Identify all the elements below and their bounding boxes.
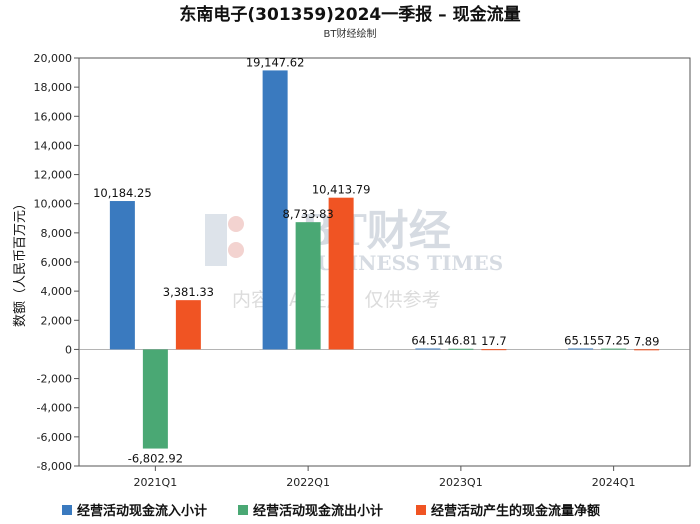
y-tick-label: -8,000 — [37, 460, 72, 473]
watermark-logo-dot — [228, 242, 244, 258]
y-tick-label: 16,000 — [34, 110, 73, 123]
bar — [415, 348, 441, 350]
data-label: 64.51 — [411, 333, 444, 347]
chart-title: 东南电子(301359)2024一季报 – 现金流量 — [179, 4, 520, 25]
y-tick-label: 6,000 — [41, 256, 73, 269]
bar — [328, 197, 354, 350]
x-tick-label: 2024Q1 — [592, 476, 636, 489]
watermark: BT财经 BUSINESS TIMES 内容由AI生成，仅供参考 — [205, 206, 503, 311]
y-tick-label: -4,000 — [37, 402, 72, 415]
bars — [109, 70, 660, 449]
y-tick-label: 12,000 — [34, 169, 73, 182]
bar — [295, 222, 321, 350]
y-tick-label: 18,000 — [34, 81, 73, 94]
legend-label: 经营活动产生的现金流量净额 — [431, 503, 600, 519]
legend-swatch — [416, 505, 426, 515]
y-tick-label: 4,000 — [41, 285, 73, 298]
chart-subtitle: BT财经绘制 — [324, 27, 377, 40]
y-axis-label: 数额（人民币百万元） — [13, 197, 28, 327]
data-label: 46.81 — [444, 334, 477, 348]
bar — [601, 348, 627, 350]
x-tick-label: 2023Q1 — [439, 476, 483, 489]
legend-label: 经营活动现金流入小计 — [77, 503, 207, 519]
y-tick-label: 10,000 — [34, 198, 73, 211]
bar — [481, 349, 507, 351]
y-tick-label: 20,000 — [34, 52, 73, 65]
y-tick-label: 14,000 — [34, 139, 73, 152]
bar — [262, 70, 288, 350]
data-label: 10,413.79 — [312, 183, 371, 197]
data-label: 8,733.83 — [283, 207, 334, 221]
bar — [634, 349, 660, 351]
y-tick-label: -6,000 — [37, 431, 72, 444]
y-tick-label: -2,000 — [37, 373, 72, 386]
legend-swatch — [62, 505, 72, 515]
legend: 经营活动现金流入小计 经营活动现金流出小计 经营活动产生的现金流量净额 — [62, 503, 600, 519]
data-label: 17.7 — [481, 334, 507, 348]
y-tick-label: 8,000 — [41, 227, 73, 240]
data-labels: 10,184.25 19,147.62 64.51 65.15 -6,802.92 8,7… — [93, 55, 659, 465]
y-tick-label: 2,000 — [41, 314, 73, 327]
bar — [175, 300, 201, 350]
data-label: 19,147.62 — [246, 55, 305, 69]
data-label: 57.25 — [597, 334, 630, 348]
data-label: 3,381.33 — [163, 285, 214, 299]
axes: -8,000 -6,000 -4,000 -2,000 0 2,000 4,000 6,000… — [34, 52, 691, 489]
data-label: 7.89 — [634, 334, 660, 348]
legend-label: 经营活动现金流出小计 — [253, 503, 383, 519]
bar — [568, 348, 594, 350]
bar — [109, 201, 135, 350]
watermark-logo-text: BT财经 — [300, 206, 451, 255]
bar — [448, 348, 474, 350]
watermark-logo-block — [205, 214, 227, 266]
legend-swatch — [238, 505, 248, 515]
bar — [142, 349, 168, 449]
x-tick-label: 2022Q1 — [286, 476, 330, 489]
data-label: 10,184.25 — [93, 186, 152, 200]
data-label: -6,802.92 — [128, 452, 183, 466]
x-tick-label: 2021Q1 — [134, 476, 178, 489]
watermark-logo-dot — [228, 216, 244, 232]
y-tick-label: 0 — [65, 343, 72, 356]
data-label: 65.15 — [564, 333, 597, 347]
